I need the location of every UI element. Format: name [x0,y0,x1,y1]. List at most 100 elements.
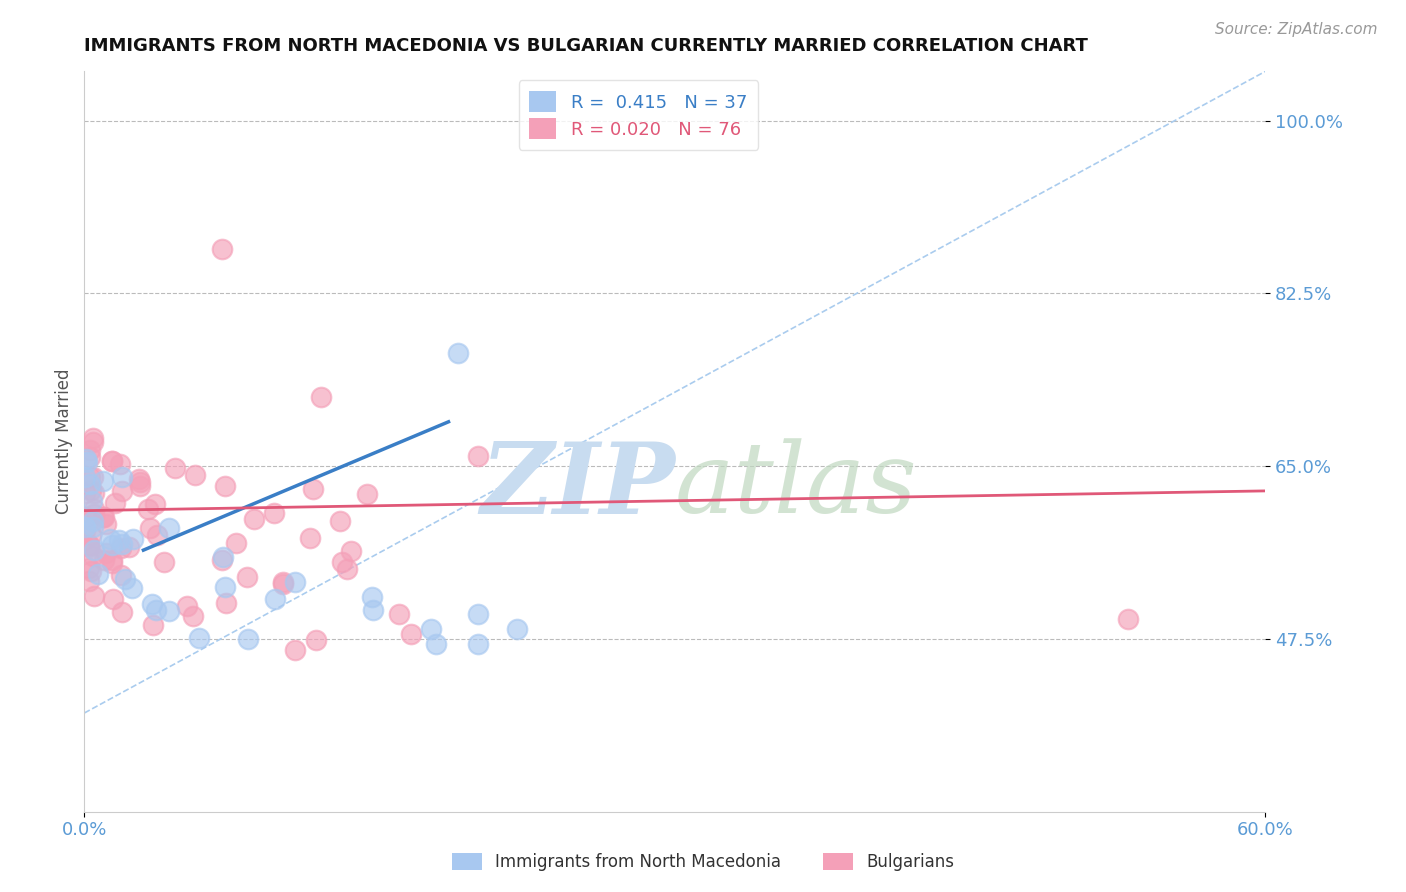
Point [80,493,103,508]
Point [142,618,165,632]
Point [309,390,332,404]
Point [96,516,118,531]
Point [184,467,207,482]
Point [111,537,134,551]
Point [283,643,305,657]
Point [163,461,186,475]
Point [79,564,101,578]
Point [93,553,115,567]
Point [83,486,105,500]
Point [110,541,132,555]
Point [101,553,124,567]
Point [399,627,422,641]
Point [211,549,233,564]
Point [77,560,100,574]
Point [211,242,233,256]
Point [506,622,529,636]
Point [118,540,141,554]
Point [82,469,104,483]
Point [98,533,121,547]
Point [447,345,470,359]
Legend: R =  0.415   N = 37, R = 0.020   N = 76: R = 0.415 N = 37, R = 0.020 N = 76 [519,80,758,150]
Text: Source: ZipAtlas.com: Source: ZipAtlas.com [1215,22,1378,37]
Point [82,431,104,445]
Point [111,605,134,619]
Point [91,474,114,488]
Point [101,454,124,468]
Point [121,581,143,595]
Point [225,536,247,550]
Point [467,607,489,622]
Point [153,555,176,569]
Point [264,591,287,606]
Point [83,589,105,603]
Point [79,470,101,484]
Point [176,599,198,614]
Point [157,520,180,534]
Point [420,622,443,636]
Point [305,633,328,648]
Point [76,455,98,469]
Point [136,502,159,516]
Point [79,476,101,491]
Point [157,604,180,618]
Point [298,531,321,545]
Point [82,514,104,528]
Point [75,524,97,538]
Point [111,484,134,499]
Point [108,457,131,471]
Point [103,496,125,510]
Point [467,450,489,464]
Point [77,541,100,555]
Point [271,574,294,589]
Point [75,510,97,524]
Point [236,570,259,584]
Point [215,596,238,610]
Point [101,454,124,468]
Point [145,497,167,511]
Point [79,574,101,589]
Point [80,483,103,498]
Point [214,580,236,594]
Text: IMMIGRANTS FROM NORTH MACEDONIA VS BULGARIAN CURRENTLY MARRIED CORRELATION CHART: IMMIGRANTS FROM NORTH MACEDONIA VS BULGA… [84,37,1088,54]
Point [1116,612,1139,626]
Point [145,528,167,542]
Point [243,512,266,526]
Point [93,510,115,524]
Point [145,603,167,617]
Point [467,637,489,651]
Point [82,519,104,533]
Text: atlas: atlas [675,438,918,533]
Point [211,553,233,567]
Point [111,469,134,483]
Legend: Immigrants from North Macedonia, Bulgarians: Immigrants from North Macedonia, Bulgari… [443,845,963,880]
Point [114,572,136,586]
Point [336,561,359,575]
Point [79,443,101,458]
Point [361,603,384,617]
Point [236,632,259,646]
Point [263,506,285,520]
Point [122,532,145,546]
Point [75,452,97,467]
Point [187,631,209,645]
Point [284,574,307,589]
Point [79,450,101,464]
Point [128,475,150,489]
Point [340,543,363,558]
Point [108,533,131,547]
Point [83,543,105,558]
Point [361,590,384,604]
Point [94,546,117,560]
Point [214,479,236,493]
Point [329,514,352,528]
Y-axis label: Currently Married: Currently Married [55,368,73,515]
Point [330,555,353,569]
Point [77,537,100,551]
Point [82,434,104,449]
Point [73,486,96,500]
Point [83,501,105,516]
Point [103,592,125,607]
Point [101,538,124,552]
Point [356,487,378,501]
